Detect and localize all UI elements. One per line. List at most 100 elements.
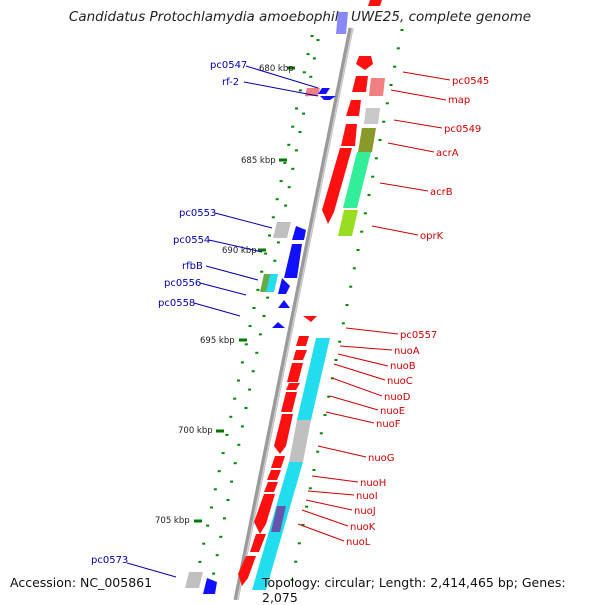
- label-pc0554[interactable]: pc0554: [173, 235, 210, 246]
- outer-left-tick-track: [194, 35, 314, 581]
- gene-map-pale[interactable]: [369, 78, 385, 96]
- outer-left-tick-dot: [206, 524, 210, 527]
- gene-pc0553-grey[interactable]: [273, 222, 291, 238]
- gene-nuoA[interactable]: [296, 336, 309, 346]
- label-nuoL[interactable]: nuoL: [346, 537, 371, 548]
- gene-nuoL[interactable]: [238, 556, 256, 586]
- right-tick-dot: [316, 450, 320, 453]
- gene-pc0556[interactable]: [278, 278, 290, 294]
- gene-pc0549-red[interactable]: [346, 100, 361, 116]
- right-tick-dot: [389, 84, 393, 86]
- label-map[interactable]: map: [448, 95, 470, 106]
- inner-left-tick-dot: [212, 572, 216, 575]
- right-tick-dot: [312, 469, 316, 471]
- label-oprK[interactable]: oprK: [420, 231, 444, 242]
- outer-left-tick-dot: [256, 288, 260, 291]
- gene-top-partial[interactable]: [368, 0, 382, 6]
- outer-left-tick-dot: [225, 433, 229, 436]
- outer-left-tick-dot: [229, 415, 233, 418]
- gene-rfbB-cyan[interactable]: [266, 274, 278, 292]
- label-pc0553[interactable]: pc0553: [179, 208, 216, 219]
- label-rfbB[interactable]: rfbB: [182, 261, 203, 272]
- label-nuoI[interactable]: nuoI: [356, 491, 378, 502]
- right-tick-dot: [338, 340, 342, 343]
- label-pc0557[interactable]: pc0557: [400, 330, 437, 341]
- gene-pc0545[interactable]: [356, 56, 373, 70]
- label-nuoD[interactable]: nuoD: [384, 392, 411, 403]
- right-tick-dot: [385, 102, 389, 105]
- label-nuoC[interactable]: nuoC: [387, 376, 413, 387]
- gene-nuoC[interactable]: [287, 363, 303, 382]
- label-pc0545[interactable]: pc0545: [452, 76, 489, 87]
- label-nuoG[interactable]: nuoG: [368, 453, 395, 464]
- gene-nuoK[interactable]: [250, 534, 266, 552]
- gene-pc0573-grey[interactable]: [185, 572, 203, 588]
- gene-pc0558b[interactable]: [272, 322, 285, 328]
- gene-pc0553[interactable]: [292, 226, 306, 240]
- gene-acrA-olive[interactable]: [358, 128, 376, 152]
- outer-left-tick-dot: [306, 53, 310, 56]
- right-tick-dot: [349, 285, 353, 288]
- right-tick-dot: [290, 579, 294, 581]
- gene-top-partial-pink: [336, 12, 348, 34]
- right-tick-track: [290, 29, 404, 581]
- inner-left-tick-dot: [312, 57, 316, 60]
- inner-left-tick-dot: [266, 296, 270, 299]
- gene-nuoJ[interactable]: [254, 494, 275, 534]
- label-pc0547[interactable]: pc0547: [210, 60, 247, 71]
- right-tick-dot: [297, 542, 301, 545]
- right-tick-dot: [305, 505, 309, 508]
- gene-oprK-lime[interactable]: [338, 210, 358, 236]
- gene-pc0549-grey[interactable]: [364, 108, 380, 124]
- label-nuoE[interactable]: nuoE: [380, 406, 405, 417]
- gene-pc0557[interactable]: [303, 316, 317, 322]
- outer-left-tick-dot: [295, 107, 298, 110]
- label-nuoJ[interactable]: nuoJ: [354, 506, 376, 517]
- label-rf-2[interactable]: rf-2: [222, 77, 239, 88]
- gene-acrB-red[interactable]: [322, 148, 352, 224]
- gene-nuoI[interactable]: [264, 482, 278, 492]
- label-acrA[interactable]: acrA: [436, 148, 459, 159]
- gene-pc0573[interactable]: [203, 578, 217, 594]
- gene-rf-2[interactable]: [320, 96, 336, 100]
- label-pc0573[interactable]: pc0573: [91, 555, 128, 566]
- gene-acrB-green[interactable]: [343, 152, 371, 208]
- scale-label-705: 705 kbp: [155, 516, 190, 526]
- outer-left-tick-dot: [271, 216, 275, 219]
- reverse-genes: [185, 88, 336, 594]
- label-nuoB[interactable]: nuoB: [390, 361, 416, 372]
- label-acrB[interactable]: acrB: [430, 187, 453, 198]
- gene-nuoF[interactable]: [274, 414, 293, 454]
- gene-nuoH[interactable]: [267, 470, 281, 480]
- inner-left-tick-dot: [219, 535, 223, 538]
- inner-left-tick-dot: [273, 259, 277, 262]
- operon-cyan-upper: [297, 338, 330, 420]
- right-tick-dot: [356, 249, 360, 251]
- label-pc0549[interactable]: pc0549: [444, 124, 481, 135]
- gene-map[interactable]: [352, 76, 368, 92]
- inner-left-tick-dot: [316, 39, 320, 41]
- right-tick-dot: [371, 175, 375, 178]
- gene-acrA-red[interactable]: [341, 124, 357, 146]
- label-nuoA[interactable]: nuoA: [394, 346, 420, 357]
- gene-pc0554[interactable]: [284, 244, 302, 278]
- right-tick-dot: [301, 524, 305, 526]
- inner-left-tick-dot: [287, 186, 291, 189]
- scale-label-685: 685 kbp: [241, 156, 276, 166]
- outer-left-tick-dot: [202, 542, 206, 545]
- outer-left-tick-dot: [244, 343, 248, 346]
- gene-nuoG[interactable]: [271, 456, 285, 468]
- gene-nuoE[interactable]: [281, 392, 297, 412]
- label-pc0556[interactable]: pc0556: [164, 278, 201, 289]
- label-pc0558[interactable]: pc0558: [158, 298, 195, 309]
- label-nuoF[interactable]: nuoF: [376, 419, 401, 430]
- scale-label-690: 690 kbp: [222, 246, 257, 256]
- gene-nuoD[interactable]: [286, 383, 300, 390]
- gene-pc0558[interactable]: [278, 300, 290, 308]
- scale-label-695: 695 kbp: [200, 336, 235, 346]
- gene-nuoB[interactable]: [293, 350, 307, 360]
- right-labels: pc0545 map pc0549 acrA acrB oprK pc0557 …: [297, 71, 489, 548]
- label-nuoH[interactable]: nuoH: [360, 478, 386, 489]
- gene-pc0547[interactable]: [318, 88, 330, 94]
- label-nuoK[interactable]: nuoK: [350, 522, 376, 533]
